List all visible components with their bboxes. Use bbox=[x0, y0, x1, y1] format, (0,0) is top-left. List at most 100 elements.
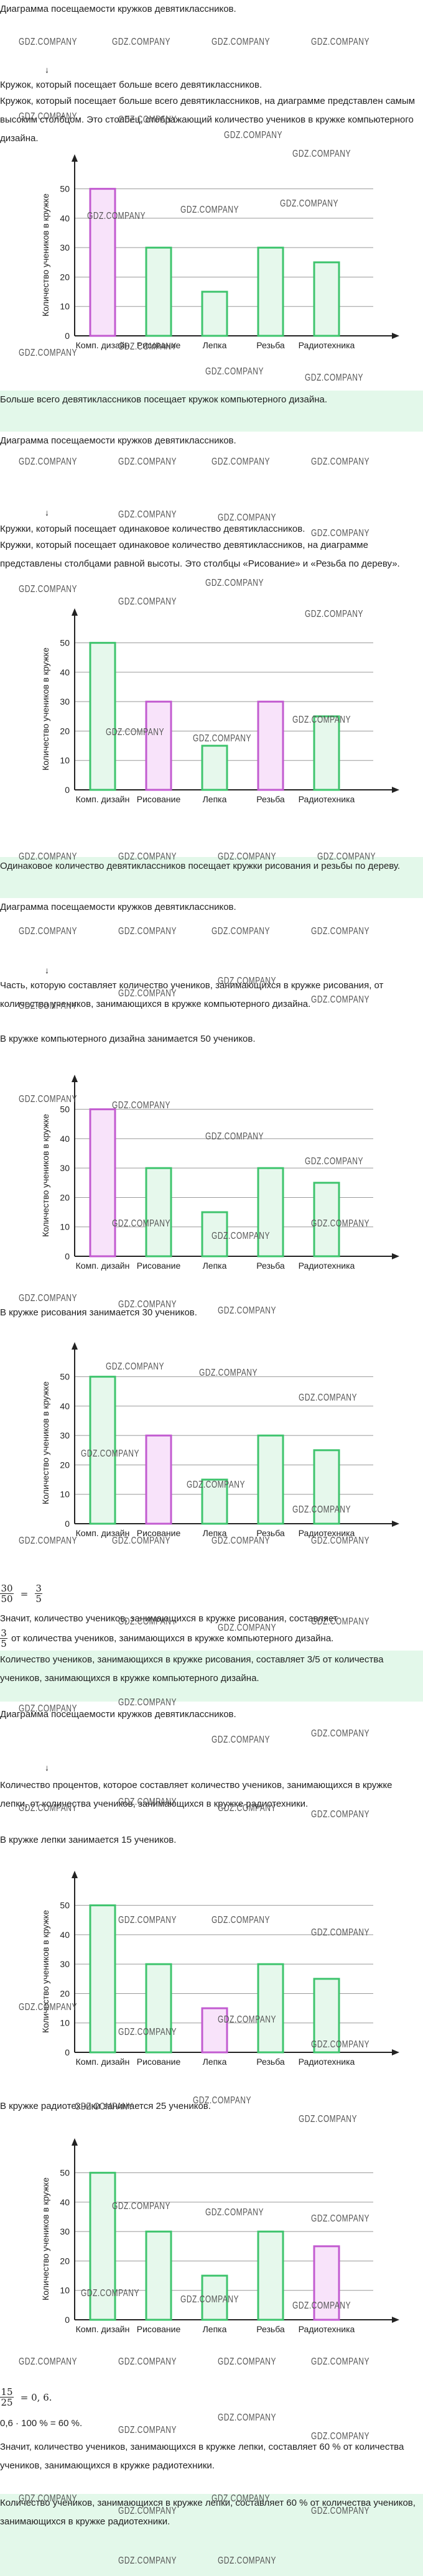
y-tick-label: 10 bbox=[60, 302, 70, 312]
category-label: Резьба bbox=[256, 1528, 285, 1538]
watermark: GDZ.COMPANY bbox=[311, 1727, 370, 1740]
bar bbox=[313, 1182, 340, 1258]
bar-chart-5: 0 10 20 30 40 50 Количество учеников в кружке К… bbox=[0, 1866, 423, 2090]
answer-highlight: Количество учеников, занимающихся в круж… bbox=[0, 1651, 423, 1702]
watermark: GDZ.COMPANY bbox=[112, 2200, 170, 2212]
given-text: В кружке радиотехники занимается 25 учен… bbox=[0, 2101, 211, 2111]
watermark: GDZ.COMPANY bbox=[118, 850, 177, 863]
y-tick-label: 10 bbox=[60, 1490, 70, 1499]
watermark: GDZ.COMPANY bbox=[112, 1217, 170, 1230]
y-axis-label: Количество учеников в кружке bbox=[40, 1381, 50, 1504]
watermark: GDZ.COMPANY bbox=[218, 2355, 276, 2368]
bar bbox=[313, 715, 340, 791]
watermark: GDZ.COMPANY bbox=[19, 1093, 77, 1105]
arrow-icon: ↓ bbox=[45, 507, 49, 517]
bar bbox=[313, 1978, 340, 2054]
arrow-icon: ↓ bbox=[45, 965, 49, 975]
y-tick-label: 10 bbox=[60, 2018, 70, 2028]
section-title: Диаграмма посещаемости кружков девятикла… bbox=[0, 902, 236, 912]
y-axis-arrow-icon bbox=[72, 154, 78, 162]
watermark: GDZ.COMPANY bbox=[218, 1802, 276, 1814]
bar bbox=[89, 1904, 116, 2054]
bar bbox=[201, 1478, 228, 1525]
watermark: GDZ.COMPANY bbox=[205, 577, 264, 589]
bar-chart-3: 0 10 20 30 40 50 Количество учеников в кружке К… bbox=[0, 1070, 423, 1294]
y-axis-arrow-icon bbox=[72, 1871, 78, 1878]
watermark: GDZ.COMPANY bbox=[19, 2492, 77, 2504]
y-axis-arrow-icon bbox=[72, 1075, 78, 1082]
watermark: GDZ.COMPANY bbox=[75, 2100, 133, 2113]
y-tick-label: 30 bbox=[60, 2226, 70, 2236]
y-axis-label: Количество учеников в кружке bbox=[40, 647, 50, 771]
watermark: GDZ.COMPANY bbox=[311, 1615, 370, 1628]
question-text: Количество процентов, которое составляет… bbox=[0, 1780, 393, 1809]
y-axis-arrow-icon bbox=[72, 2138, 78, 2146]
watermark: GDZ.COMPANY bbox=[187, 1478, 245, 1491]
watermark: GDZ.COMPANY bbox=[299, 1391, 357, 1404]
y-tick-label: 0 bbox=[65, 2315, 70, 2325]
watermark: GDZ.COMPANY bbox=[19, 2355, 77, 2368]
watermark: GDZ.COMPANY bbox=[212, 455, 270, 468]
category-label: Радиотехника bbox=[299, 340, 355, 350]
watermark: GDZ.COMPANY bbox=[19, 999, 77, 1012]
bar bbox=[145, 1434, 172, 1525]
watermark: GDZ.COMPANY bbox=[218, 2554, 276, 2567]
watermark: GDZ.COMPANY bbox=[19, 110, 77, 123]
bar bbox=[89, 642, 116, 791]
y-axis-label: Количество учеников в кружке bbox=[40, 193, 50, 317]
category-label: Комп. дизайн bbox=[76, 794, 130, 804]
watermark: GDZ.COMPANY bbox=[118, 1298, 177, 1310]
y-axis-label: Количество учеников в кружке bbox=[40, 2177, 50, 2300]
bar-chart-6: 0 10 20 30 40 50 Количество учеников в кружке К… bbox=[0, 2133, 423, 2357]
y-tick-label: 0 bbox=[65, 1251, 70, 1261]
x-axis-arrow-icon bbox=[392, 2049, 399, 2055]
watermark: GDZ.COMPANY bbox=[218, 975, 276, 987]
bar bbox=[145, 2230, 172, 2321]
watermark: GDZ.COMPANY bbox=[81, 1447, 139, 1460]
watermark: GDZ.COMPANY bbox=[118, 925, 177, 937]
bar bbox=[145, 1963, 172, 2054]
watermark: GDZ.COMPANY bbox=[311, 2038, 370, 2050]
y-tick-label: 10 bbox=[60, 756, 70, 766]
watermark: GDZ.COMPANY bbox=[280, 197, 338, 210]
bar bbox=[145, 700, 172, 791]
category-label: Комп. дизайн bbox=[76, 2324, 130, 2334]
answer-text: Одинаковое количество девятиклассников п… bbox=[0, 861, 401, 871]
watermark: GDZ.COMPANY bbox=[19, 35, 77, 48]
y-axis-label: Количество учеников в кружке bbox=[40, 1114, 50, 1237]
y-axis-arrow-icon bbox=[72, 1342, 78, 1350]
y-tick-label: 10 bbox=[60, 2286, 70, 2296]
y-tick-label: 40 bbox=[60, 2197, 70, 2207]
category-label: Рисование bbox=[137, 2057, 181, 2067]
section-title: Диаграмма посещаемости кружков девятикла… bbox=[0, 4, 236, 14]
watermark: GDZ.COMPANY bbox=[19, 1292, 77, 1304]
bar bbox=[145, 1167, 172, 1258]
watermark: GDZ.COMPANY bbox=[311, 925, 370, 937]
answer-highlight: Больше всего девятиклассников посещает к… bbox=[0, 391, 423, 432]
category-label: Лепка bbox=[203, 2324, 227, 2334]
bar bbox=[201, 744, 228, 791]
watermark: GDZ.COMPANY bbox=[112, 1534, 170, 1547]
y-tick-label: 30 bbox=[60, 1959, 70, 1969]
answer-highlight: Одинаковое количество девятиклассников п… bbox=[0, 857, 423, 898]
watermark: GDZ.COMPANY bbox=[218, 2013, 276, 2026]
watermark: GDZ.COMPANY bbox=[305, 371, 363, 384]
bar bbox=[145, 246, 172, 337]
x-axis-arrow-icon bbox=[392, 787, 399, 793]
category-label: Комп. дизайн bbox=[76, 1261, 130, 1271]
explanation-text: Кружок, который посещает больше всего де… bbox=[0, 96, 416, 144]
answer-text: Больше всего девятиклассников посещает к… bbox=[0, 394, 328, 405]
y-tick-label: 40 bbox=[60, 1930, 70, 1940]
watermark: GDZ.COMPANY bbox=[19, 1802, 77, 1814]
question-text: Кружки, который посещает одинаковое коли… bbox=[0, 524, 305, 534]
y-tick-label: 20 bbox=[60, 726, 70, 736]
y-tick-label: 30 bbox=[60, 697, 70, 707]
watermark: GDZ.COMPANY bbox=[19, 1702, 77, 1715]
y-tick-label: 20 bbox=[60, 1192, 70, 1202]
watermark: GDZ.COMPANY bbox=[311, 1926, 370, 1939]
y-tick-label: 10 bbox=[60, 1222, 70, 1232]
watermark: GDZ.COMPANY bbox=[118, 2026, 177, 2038]
bar bbox=[89, 2172, 116, 2321]
question-text: Кружок, который посещает больше всего де… bbox=[0, 80, 263, 90]
